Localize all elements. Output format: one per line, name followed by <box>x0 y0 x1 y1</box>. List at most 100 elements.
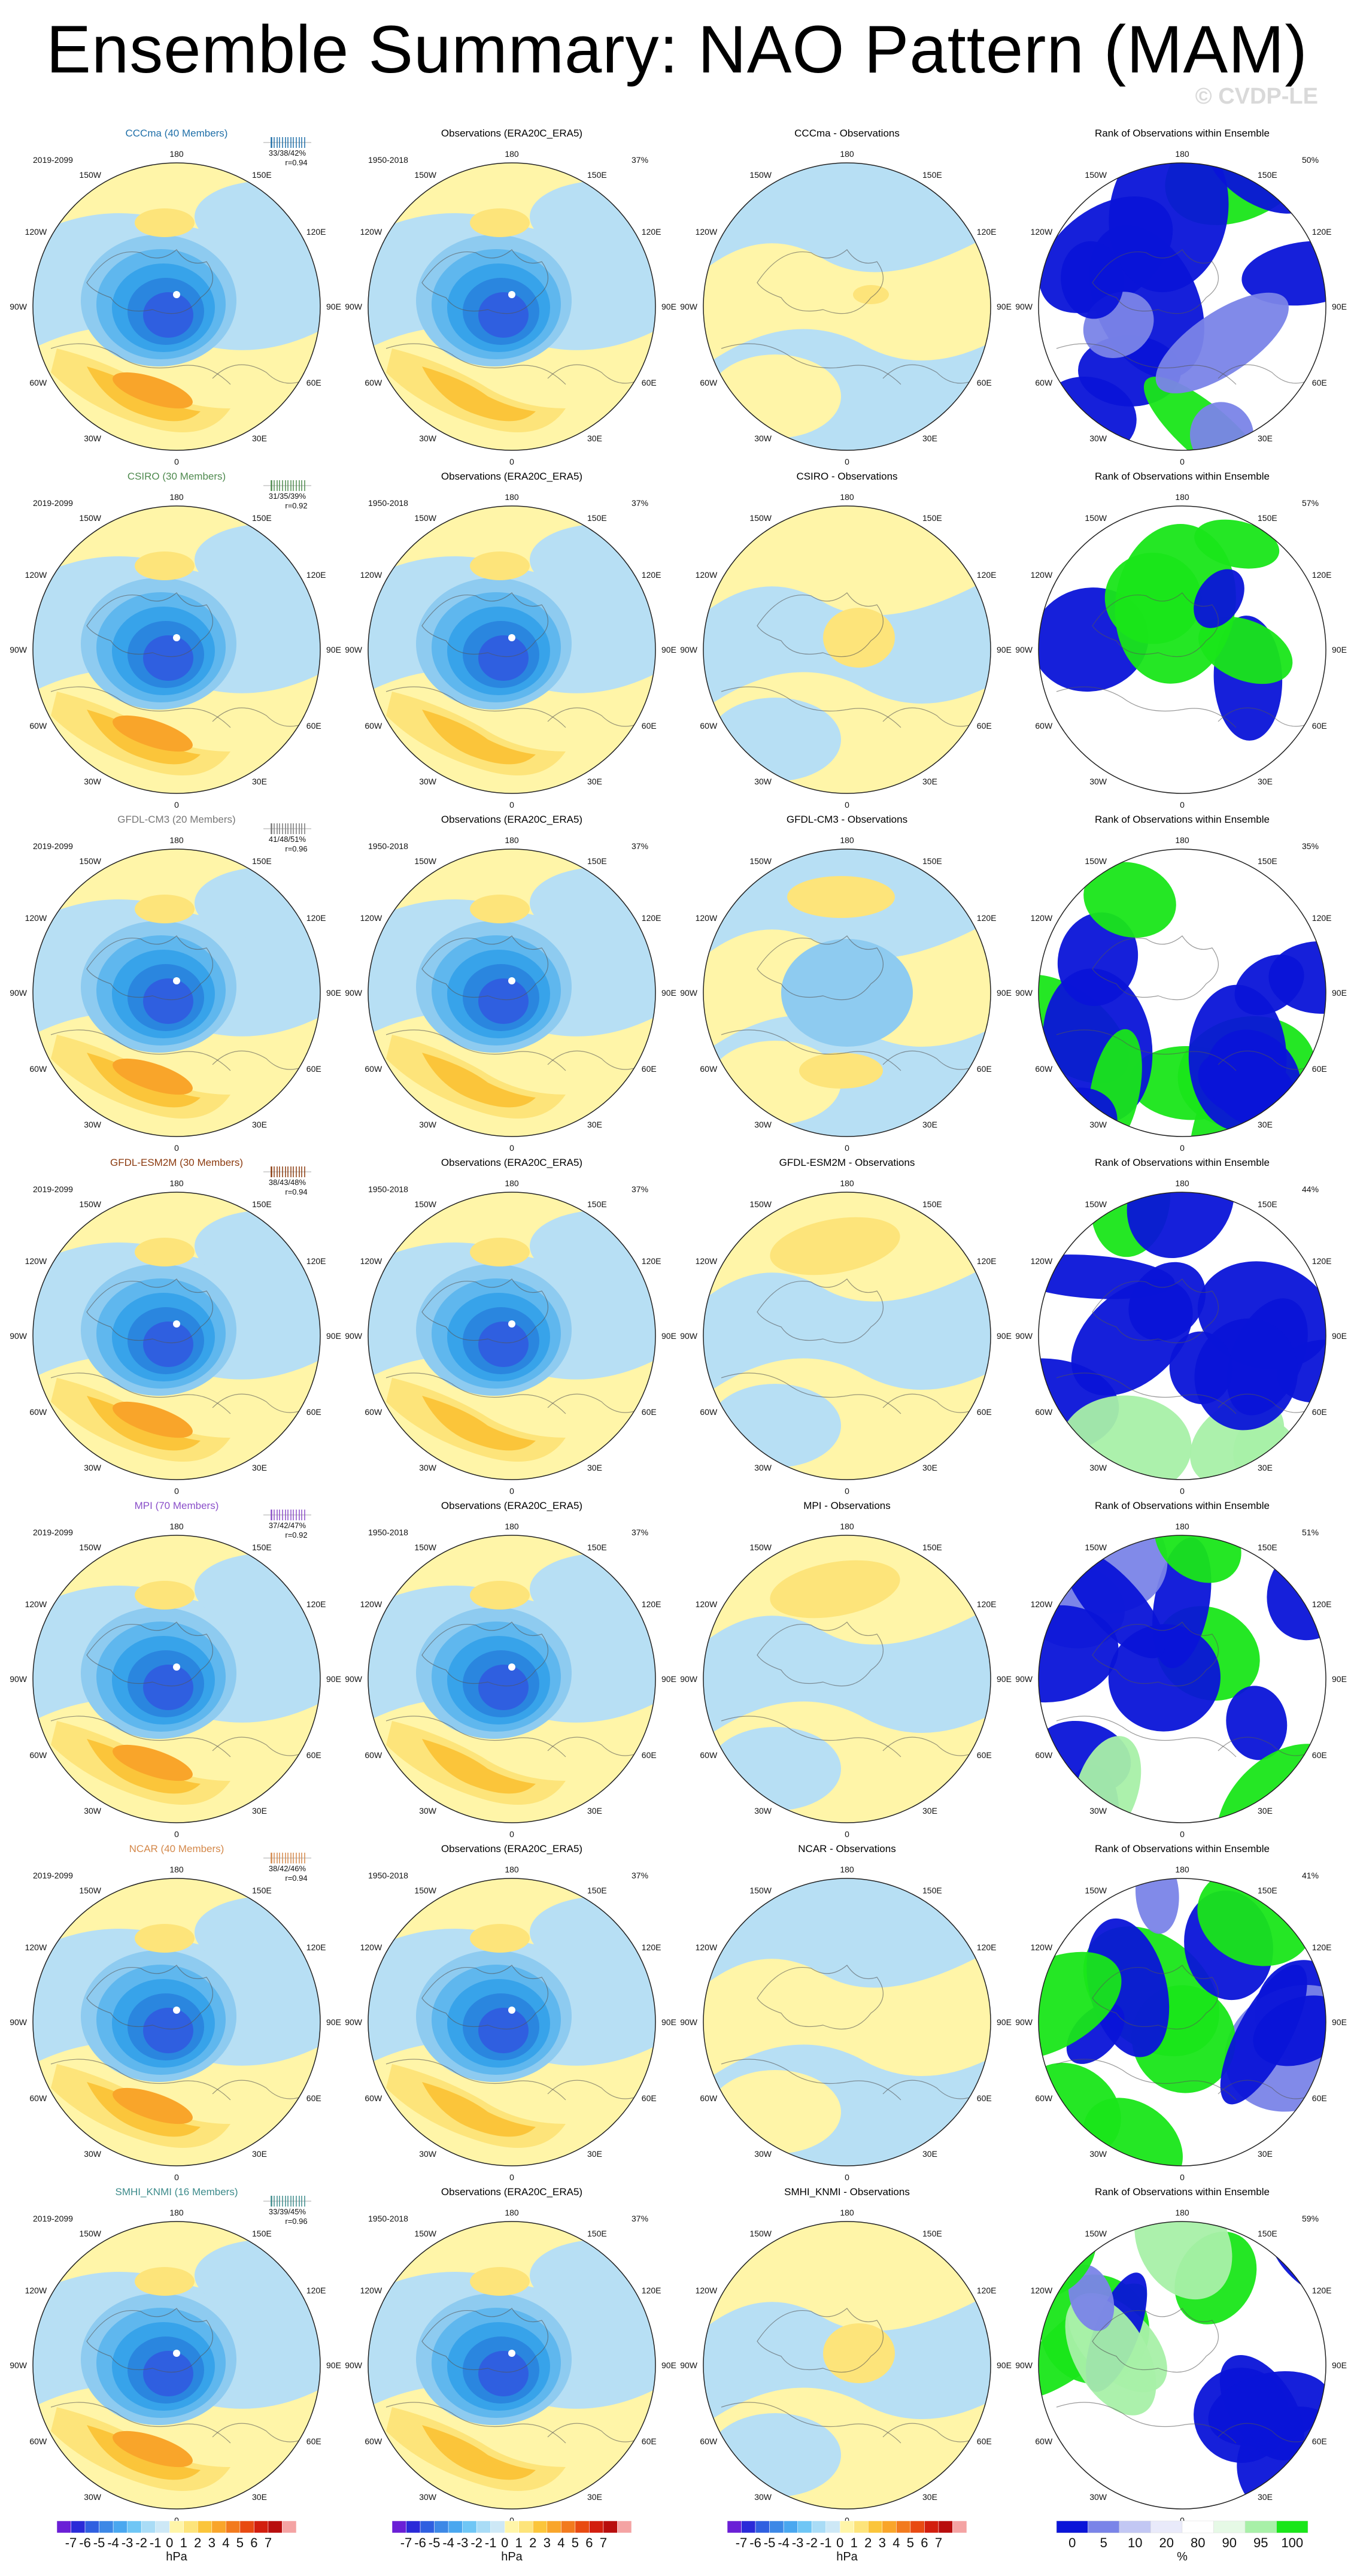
lon-label-tl1: 150W <box>79 1886 101 1895</box>
map-panel-obs <box>368 849 655 1137</box>
lon-label-bottom: 0 <box>509 1829 514 1839</box>
lon-label-bl1: 60W <box>365 1064 382 1074</box>
coastline <box>421 1278 548 1344</box>
lon-label-tl2: 120W <box>696 570 718 580</box>
lon-label-tr1: 150E <box>587 1199 607 1209</box>
positive-core <box>422 1053 536 1108</box>
colorbar-tick-label: 3 <box>208 2535 215 2550</box>
lon-label-tl1: 150W <box>414 856 436 866</box>
coastline <box>421 935 548 1001</box>
positive-max <box>113 1401 193 1438</box>
lon-label-bl1: 60W <box>700 378 718 387</box>
lon-label-top: 180 <box>169 1865 184 1874</box>
rank-blob <box>1083 2098 1183 2166</box>
colorbar-swatch <box>476 2520 491 2533</box>
colorbar-swatch <box>448 2520 463 2533</box>
lon-label-bl2: 30W <box>754 2149 772 2159</box>
lon-label-tl1: 150W <box>414 2229 436 2238</box>
lon-label-bl1: 60W <box>700 721 718 731</box>
lon-label-tl1: 150W <box>1085 1199 1107 1209</box>
pole-marker <box>173 2350 180 2357</box>
anomaly-band <box>703 1950 991 2082</box>
map-border <box>32 1535 321 1823</box>
lon-label-br2: 30E <box>922 2492 937 2502</box>
lon-label-left: 90W <box>345 1674 363 1684</box>
lon-label-top: 180 <box>505 149 519 159</box>
lon-label-tl1: 150W <box>79 513 101 523</box>
lon-label-tl2: 120W <box>1031 1256 1053 1266</box>
map-border <box>1038 1535 1326 1823</box>
lon-label-bl2: 30W <box>754 777 772 786</box>
coastline <box>547 707 644 727</box>
lon-label-br2: 30E <box>252 1120 267 1129</box>
coastline <box>50 2059 231 2101</box>
lon-label-bottom: 0 <box>509 1143 514 1153</box>
map-panel-diff <box>703 2222 991 2509</box>
lon-label-top: 180 <box>169 1178 184 1188</box>
colorbar-swatch <box>797 2520 812 2533</box>
negative-contour <box>478 2351 529 2396</box>
map-panel-obs <box>368 1192 655 1480</box>
coastline <box>721 1716 901 1757</box>
rank-blob <box>1061 241 1124 319</box>
diff-title: CCCma - Observations <box>794 128 900 139</box>
diff-title: MPI - Observations <box>803 1500 891 1511</box>
colorbar-swatch <box>1150 2520 1183 2533</box>
lon-label-top: 180 <box>505 835 519 845</box>
lon-label-left: 90W <box>345 2360 363 2370</box>
positive-patch <box>470 1581 530 1610</box>
obs-period: 1950-2018 <box>368 1184 408 1194</box>
colorbar-tick-label: -7 <box>65 2535 77 2550</box>
rank-title: Rank of Observations within Ensemble <box>1095 814 1270 825</box>
pole-marker <box>173 291 180 298</box>
pattern-stats: 38/42/46% <box>269 1864 306 1873</box>
map-panel-model <box>33 506 320 793</box>
colorbar-tick-label: 7 <box>935 2535 942 2550</box>
lon-label-bl2: 30W <box>84 1806 102 1816</box>
negative-contour <box>143 1665 193 1710</box>
colorbar-tick-label: 5 <box>907 2535 914 2550</box>
lon-label-tl1: 150W <box>414 1199 436 1209</box>
rank-blob <box>1063 1548 1165 1659</box>
lon-label-bl1: 60W <box>29 1750 47 1760</box>
coastline <box>86 1622 213 1687</box>
lon-label-bl1: 60W <box>700 2093 718 2103</box>
lon-label-tl2: 120W <box>1031 1599 1053 1609</box>
coastline <box>547 1393 644 1413</box>
colorbar-swatch <box>547 2520 561 2533</box>
lon-label-top: 180 <box>505 1178 519 1188</box>
positive-patch <box>787 876 895 918</box>
map-border <box>368 1878 656 2166</box>
model-title: SMHI_KNMI (16 Members) <box>116 2186 238 2198</box>
coastline <box>86 249 213 314</box>
colorbar-tick-label: 5 <box>572 2535 579 2550</box>
lon-label-right: 90E <box>1332 1331 1347 1341</box>
lon-label-tl1: 150W <box>79 1542 101 1552</box>
colorbar-tick-label: 0 <box>1068 2535 1076 2550</box>
lon-label-left: 90W <box>10 645 28 654</box>
colorbar-tick-label: -4 <box>107 2535 119 2550</box>
rank-title: Rank of Observations within Ensemble <box>1095 2186 1270 2198</box>
positive-core <box>422 366 536 422</box>
lon-label-bl1: 60W <box>29 2436 47 2446</box>
negative-contour <box>478 2008 529 2053</box>
map-panel-rank <box>1039 849 1326 1137</box>
lon-label-bl1: 60W <box>1035 721 1053 731</box>
lon-label-tl2: 120W <box>696 1942 718 1952</box>
lon-label-right: 90E <box>1332 988 1347 998</box>
lon-label-tr1: 150E <box>252 2229 272 2238</box>
coastline <box>212 1393 309 1413</box>
lon-label-br2: 30E <box>587 2492 602 2502</box>
lon-label-tr1: 150E <box>587 1542 607 1552</box>
colorbar-swatch <box>490 2520 505 2533</box>
lon-label-tr1: 150E <box>1258 2229 1277 2238</box>
colorbar-unit: hPa <box>836 2550 858 2563</box>
lon-label-tr1: 150E <box>252 856 272 866</box>
lon-label-top: 180 <box>169 149 184 159</box>
coastline <box>86 1965 213 2030</box>
colorbar-tick-label: 95 <box>1253 2535 1268 2550</box>
lon-label-tl2: 120W <box>1031 2286 1053 2295</box>
lon-label-br2: 30E <box>587 1463 602 1472</box>
coastline <box>86 1278 213 1344</box>
coastline <box>212 707 309 727</box>
